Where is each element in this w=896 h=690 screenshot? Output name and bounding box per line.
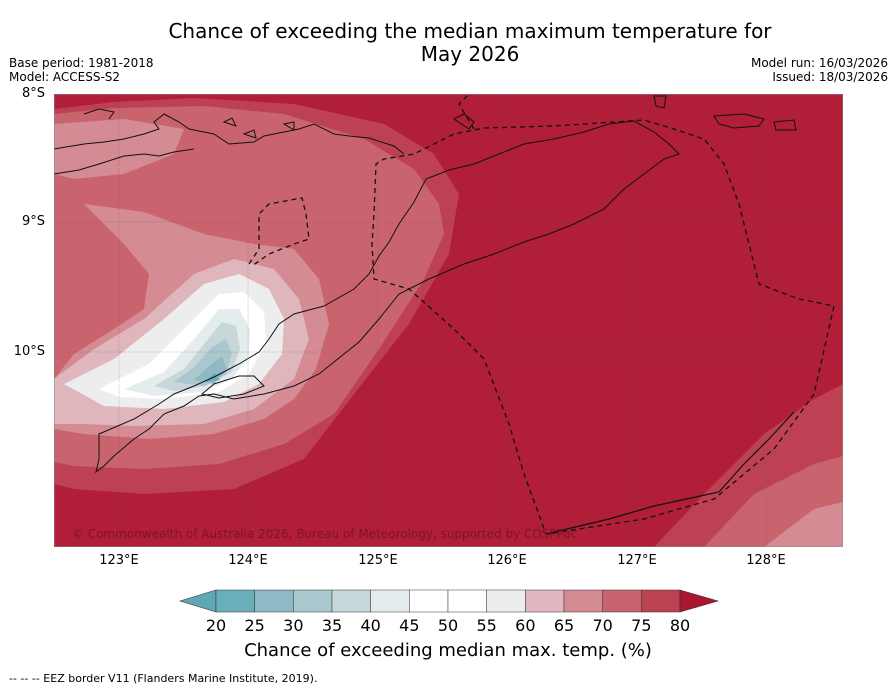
flores-alor-coasts — [54, 95, 797, 175]
lon-label-125e: 125°E — [358, 553, 398, 568]
probability-map — [54, 94, 843, 547]
colorbar-tick-45: 45 — [399, 616, 420, 635]
lon-label-123e: 123°E — [99, 553, 139, 568]
colorbar-extend-high — [679, 589, 720, 613]
colorbar-tick-70: 70 — [592, 616, 613, 635]
lon-label-127e: 127°E — [617, 553, 657, 568]
colorbar-cell-55-60 — [486, 589, 526, 613]
colorbar-cell-45-50 — [409, 589, 449, 613]
lat-label-8s: 8°S — [21, 86, 45, 101]
coastlines — [54, 95, 797, 474]
colorbar-cell-30-35 — [293, 589, 333, 613]
colorbar-cell-35-40 — [331, 589, 371, 613]
chart-title-line1: Chance of exceeding the median maximum t… — [168, 19, 772, 43]
colorbar-cell-65-70 — [563, 589, 603, 613]
colorbar-tick-30: 30 — [283, 616, 304, 635]
colorbar-tick-65: 65 — [553, 616, 575, 635]
colorbar-tick-75: 75 — [631, 616, 652, 635]
map-frame — [54, 94, 843, 547]
colorbar-cell-40-45 — [370, 589, 410, 613]
model-run-text: Model run: 16/03/2026 — [750, 56, 888, 70]
colorbar-tick-20: 20 — [205, 616, 227, 635]
colorbar-cell-50-55 — [447, 589, 487, 613]
colorbar-tick-40: 40 — [360, 616, 381, 635]
colorbar-tick-50: 50 — [437, 616, 459, 635]
lat-label-9s: 9°S — [21, 214, 45, 229]
lon-label-126e: 126°E — [487, 553, 527, 568]
colorbar-tick-55: 55 — [476, 616, 497, 635]
lon-label-124e: 124°E — [228, 553, 268, 568]
colorbar-tick-25: 25 — [244, 616, 265, 635]
colorbar-extend-low — [178, 589, 217, 613]
colorbar-tick-80: 80 — [669, 616, 691, 635]
lon-label-128e: 128°E — [746, 553, 786, 568]
eez-footnote: -- -- -- EEZ border V11 (Flanders Marine… — [9, 672, 318, 685]
colorbar-label: Chance of exceeding median max. temp. (%… — [244, 640, 652, 661]
model-text: Model: ACCESS-S2 — [9, 70, 121, 84]
continental-shelf-line — [545, 411, 795, 535]
chart-title-line2: May 2026 — [420, 42, 520, 66]
contour-25 — [194, 356, 227, 384]
colorbar-cell-20-25 — [215, 589, 255, 613]
base-period-text: Base period: 1981-2018 — [9, 56, 154, 70]
colorbar-cell-75-80 — [641, 589, 681, 613]
colorbar — [178, 589, 720, 613]
oecusse-coast — [200, 375, 265, 399]
issued-text: Issued: 18/03/2026 — [772, 70, 888, 84]
timor-island-coast — [95, 120, 680, 474]
kisar-islands-coast — [222, 117, 295, 139]
lat-label-10s: 10°S — [13, 344, 45, 359]
colorbar-cell-25-30 — [254, 589, 294, 613]
eez-borders — [248, 94, 835, 535]
colorbar-cell-60-65 — [525, 589, 565, 613]
colorbar-tick-60: 60 — [515, 616, 536, 635]
copyright-text: © Commonwealth of Australia 2026, Bureau… — [72, 527, 578, 541]
colorbar-tick-35: 35 — [321, 616, 343, 635]
colorbar-cell-70-75 — [602, 589, 642, 613]
